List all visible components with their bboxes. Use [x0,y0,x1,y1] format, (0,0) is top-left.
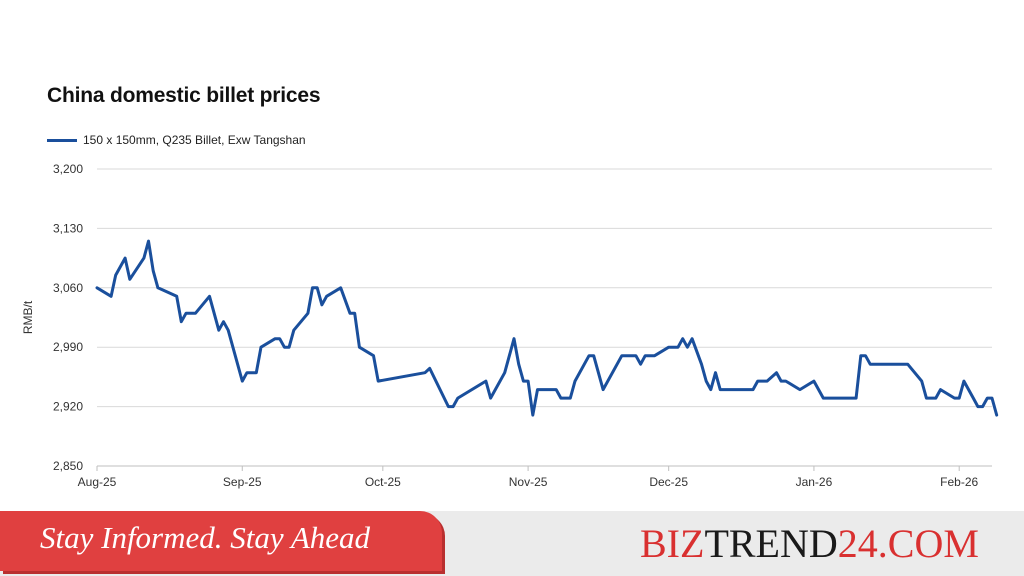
brand-part-trend: TREND [704,521,838,566]
x-tick-label: Sep-25 [223,475,262,489]
x-tick-label: Jan-26 [796,475,833,489]
tagline-banner: Stay Informed. Stay Ahead [0,511,442,571]
brand-part-biz: BIZ [640,521,705,566]
brand-part-24: 24 [837,521,878,566]
y-tick-label: 2,920 [53,400,83,414]
x-tick-label: Nov-25 [509,475,548,489]
line-chart: 2,850 2,920 2,990 3,060 3,130 3,200 Aug-25 Sep-… [21,162,999,489]
y-tick-label: 2,850 [53,459,83,473]
brand-part-com: .COM [877,521,979,566]
x-tick-label: Dec-25 [649,475,688,489]
x-tick-label: Feb-26 [940,475,978,489]
legend-label: 150 x 150mm, Q235 Billet, Exw Tangshan [83,133,306,147]
series-line [95,239,999,417]
footer-bar: Stay Informed. Stay Ahead BIZTREND24.COM [0,511,1024,576]
legend: 150 x 150mm, Q235 Billet, Exw Tangshan [47,133,306,147]
y-tick-label: 3,060 [53,281,83,295]
x-tick-label: Oct-25 [365,475,401,489]
legend-swatch [47,138,77,142]
brand-logo[interactable]: BIZTREND24.COM [640,520,979,567]
chart-area: 2,850 2,920 2,990 3,060 3,130 3,200 Aug-25 Sep-… [21,84,999,489]
tagline-text: Stay Informed. Stay Ahead [40,520,371,555]
y-tick-label: 2,990 [53,340,83,354]
y-tick-label: 3,200 [53,162,83,176]
y-axis-label: RMB/t [21,300,35,334]
y-tick-label: 3,130 [53,221,83,235]
chart-title: China domestic billet prices [47,84,321,107]
x-tick-label: Aug-25 [78,475,117,489]
